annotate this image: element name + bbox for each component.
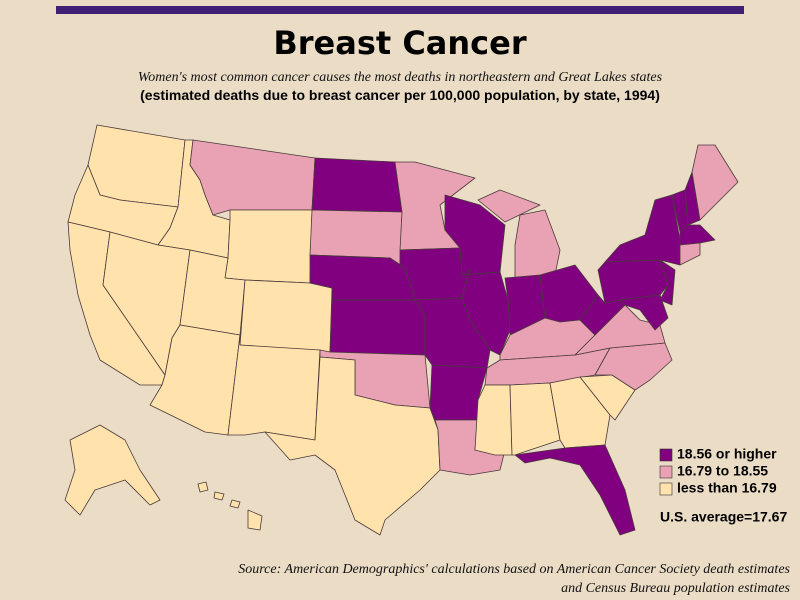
state bbox=[64, 424, 161, 516]
states bbox=[64, 124, 739, 536]
source-line: Source: American Demographics' calculati… bbox=[238, 562, 790, 577]
state bbox=[87, 124, 186, 208]
state bbox=[239, 279, 333, 353]
legend-label: less than 16.79 bbox=[677, 480, 777, 496]
legend-swatch bbox=[659, 465, 673, 479]
subtitle: Women's most common cancer causes the mo… bbox=[138, 70, 663, 85]
us-average: U.S. average=17.67 bbox=[660, 509, 787, 525]
legend-swatch bbox=[659, 482, 673, 496]
state bbox=[197, 481, 209, 493]
state bbox=[477, 189, 541, 223]
state bbox=[514, 444, 636, 536]
state bbox=[691, 144, 739, 221]
state bbox=[264, 356, 441, 536]
top-bar bbox=[56, 6, 744, 14]
state bbox=[229, 499, 241, 509]
description: (estimated deaths due to breast cancer p… bbox=[140, 87, 660, 103]
state bbox=[311, 157, 403, 213]
state bbox=[474, 384, 513, 456]
state bbox=[189, 139, 316, 216]
state bbox=[224, 209, 313, 284]
state bbox=[659, 259, 676, 306]
source-line: and Census Bureau population estimates bbox=[561, 581, 790, 596]
legend-label: 16.79 to 18.55 bbox=[677, 463, 768, 479]
state bbox=[679, 242, 701, 266]
state bbox=[213, 491, 225, 501]
state bbox=[604, 194, 681, 266]
legend-swatch bbox=[659, 448, 673, 462]
state bbox=[619, 294, 669, 331]
state bbox=[247, 509, 263, 531]
legend-label: 18.56 or higher bbox=[677, 446, 777, 462]
state bbox=[329, 299, 426, 356]
state bbox=[679, 224, 716, 246]
state bbox=[461, 269, 511, 356]
state bbox=[514, 209, 561, 279]
title: Breast Cancer bbox=[273, 24, 526, 62]
state bbox=[227, 334, 321, 441]
